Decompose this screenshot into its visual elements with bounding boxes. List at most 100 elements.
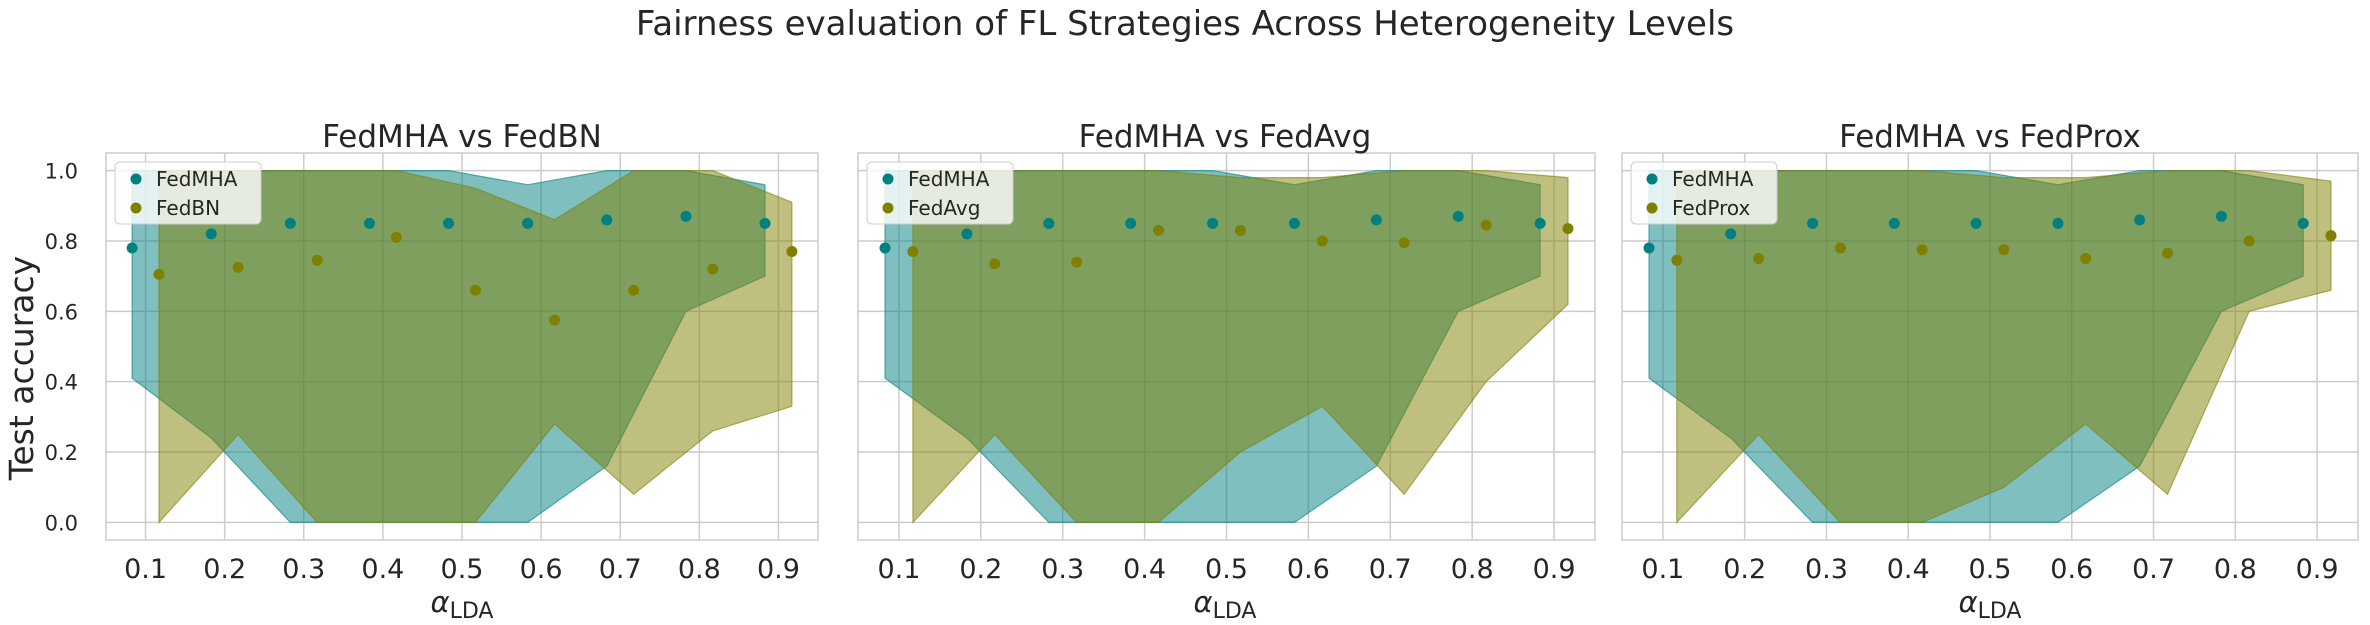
- x-tick-label: 0.6: [1287, 554, 1330, 585]
- x-tick-label: 0.7: [2132, 554, 2175, 585]
- x-tick-label: 0.9: [1533, 554, 1576, 585]
- x-axis-label-main: α: [1194, 585, 1213, 619]
- point-fedmha: [2297, 217, 2309, 229]
- point-fedmha: [443, 217, 455, 229]
- plot-area: 0.1 0.2 0.3 0.4 0.5 0.6 0.7 0.8 0.9: [857, 152, 1596, 585]
- x-tick-label: 0.1: [1641, 554, 1684, 585]
- panel-fedmha-vs-fedprox: 0.1 0.2 0.3 0.4 0.5 0.6 0.7 0.8 0.9 FedMHA vs Fe…: [1621, 119, 2359, 624]
- legend-marker: [1646, 173, 1658, 185]
- x-tick-label: 0.6: [520, 554, 563, 585]
- plot-area: 0.1 0.2 0.3 0.4 0.5 0.6 0.7 0.8 0.9: [1621, 152, 2359, 585]
- point-fedmha: [1370, 214, 1382, 226]
- point-fedmha: [879, 242, 891, 254]
- point-fedbn: [628, 284, 640, 296]
- x-tick-label: 0.3: [1041, 554, 1084, 585]
- point-fedmha: [2052, 217, 2064, 229]
- x-axis-label-sub: LDA: [1978, 599, 2022, 624]
- x-tick-label: 0.6: [2050, 554, 2093, 585]
- point-fedmha: [1643, 242, 1655, 254]
- x-tick-label: 0.3: [1805, 554, 1848, 585]
- point-fedprox: [2161, 247, 2173, 259]
- x-tick-label: 0.2: [1723, 554, 1766, 585]
- y-tick-label: 1.0: [45, 160, 78, 184]
- point-fedmha: [284, 217, 296, 229]
- point-fedprox: [2080, 253, 2092, 265]
- x-tick-label: 0.1: [877, 554, 920, 585]
- point-fedavg: [1316, 235, 1328, 247]
- x-tick-label: 0.5: [1205, 554, 1248, 585]
- point-fedprox: [1834, 242, 1846, 254]
- x-tick-label: 0.8: [678, 554, 721, 585]
- point-fedmha: [1207, 217, 1219, 229]
- point-fedprox: [2325, 230, 2337, 242]
- legend-marker: [882, 173, 894, 185]
- y-tick-label: 0.0: [45, 511, 78, 535]
- panel-title: FedMHA vs FedBN: [322, 119, 602, 155]
- point-fedmha: [2134, 214, 2146, 226]
- figure-title: Fairness evaluation of FL Strategies Acr…: [636, 4, 1734, 44]
- point-fedprox: [1916, 244, 1928, 256]
- point-fedmha: [961, 228, 973, 240]
- legend-label: FedMHA: [1672, 167, 1754, 191]
- x-tick-label: 0.8: [1451, 554, 1494, 585]
- point-fedmha: [1125, 217, 1137, 229]
- x-axis-label: αLDA: [1959, 585, 2022, 624]
- x-tick-label: 0.9: [757, 554, 800, 585]
- point-fedmha: [1725, 228, 1737, 240]
- x-axis-label-sub: LDA: [450, 599, 494, 624]
- x-axis-label-main: α: [431, 585, 450, 619]
- legend: FedMHA FedBN: [114, 161, 262, 225]
- legend-label: FedMHA: [156, 167, 238, 191]
- legend-label: FedProx: [1672, 196, 1751, 220]
- point-fedmha: [363, 217, 375, 229]
- point-fedavg: [1562, 223, 1574, 235]
- legend-marker: [882, 202, 894, 214]
- legend-marker: [130, 173, 142, 185]
- point-fedmha: [1807, 217, 1819, 229]
- point-fedmha: [1970, 217, 1982, 229]
- y-tick-label: 0.4: [45, 371, 78, 395]
- point-fedbn: [232, 261, 244, 273]
- legend-marker: [130, 202, 142, 214]
- point-fedprox: [2243, 235, 2255, 247]
- axes-frame: [1621, 152, 2359, 541]
- x-tick-label: 0.7: [1369, 554, 1412, 585]
- point-fedavg: [1480, 219, 1492, 231]
- point-fedprox: [1753, 253, 1765, 265]
- point-fedbn: [786, 246, 798, 258]
- x-tick-label: 0.4: [1887, 554, 1930, 585]
- y-tick-label: 0.6: [45, 300, 78, 324]
- y-tick-label: 0.8: [45, 230, 78, 254]
- legend-box: [114, 161, 262, 225]
- legend-box: [866, 161, 1014, 225]
- axes-frame: [105, 152, 819, 541]
- x-tick-label: 0.3: [282, 554, 325, 585]
- x-tick-label: 0.2: [959, 554, 1002, 585]
- point-fedmha: [680, 210, 692, 222]
- point-fedbn: [390, 231, 402, 243]
- x-axis-label-main: α: [1959, 585, 1978, 619]
- legend-label: FedAvg: [908, 196, 980, 220]
- point-fedprox: [1998, 244, 2010, 256]
- x-axis-label-sub: LDA: [1213, 599, 1257, 624]
- point-fedmha: [522, 217, 534, 229]
- point-fedmha: [759, 217, 771, 229]
- point-fedmha: [1288, 217, 1300, 229]
- y-tick-label: 0.2: [45, 441, 78, 465]
- panel-fedmha-vs-fedbn: 0.1 0.2 0.3 0.4 0.5 0.6 0.7 0.8 0.9 0.0 0.2 0.4 0.6 0…: [2, 119, 819, 624]
- x-tick-label: 0.8: [2214, 554, 2257, 585]
- point-fedbn: [311, 254, 323, 266]
- point-fedavg: [907, 246, 919, 258]
- point-fedmha: [1888, 217, 1900, 229]
- panel-fedmha-vs-fedavg: 0.1 0.2 0.3 0.4 0.5 0.6 0.7 0.8 0.9 FedMHA vs Fe…: [857, 119, 1596, 624]
- point-fedmha: [205, 228, 217, 240]
- x-tick-label: 0.4: [361, 554, 404, 585]
- point-fedmha: [126, 242, 138, 254]
- x-tick-label: 0.5: [1969, 554, 2012, 585]
- point-fedprox: [1671, 254, 1683, 266]
- axes-frame: [857, 152, 1596, 541]
- x-tick-label: 0.7: [599, 554, 642, 585]
- panel-title: FedMHA vs FedAvg: [1079, 119, 1372, 155]
- plot-area: 0.1 0.2 0.3 0.4 0.5 0.6 0.7 0.8 0.9 0.0 0.2 0.4 0.6 0…: [45, 152, 819, 585]
